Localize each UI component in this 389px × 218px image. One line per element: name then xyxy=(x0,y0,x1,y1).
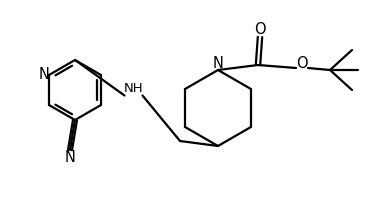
Text: O: O xyxy=(296,56,308,70)
Text: O: O xyxy=(254,22,266,36)
Text: N: N xyxy=(39,66,49,82)
Text: N: N xyxy=(65,150,75,165)
Text: NH: NH xyxy=(124,82,143,95)
Text: N: N xyxy=(212,56,223,70)
